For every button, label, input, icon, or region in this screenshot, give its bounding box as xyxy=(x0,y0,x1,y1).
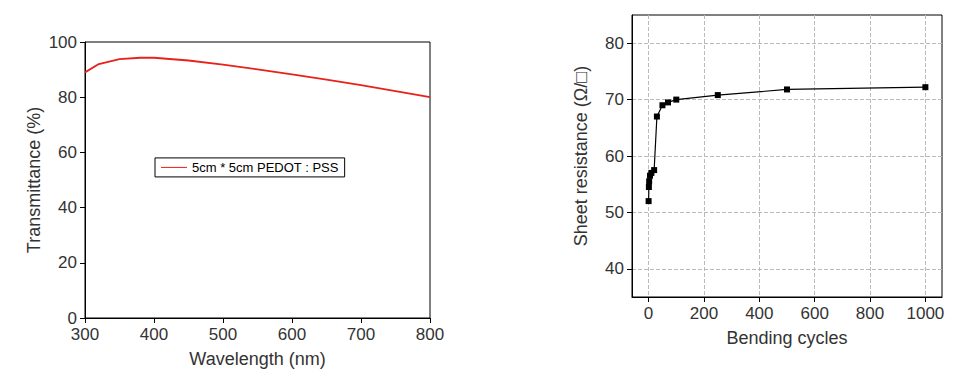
svg-text:0: 0 xyxy=(67,308,77,328)
svg-text:400: 400 xyxy=(140,325,168,344)
svg-text:Wavelength (nm): Wavelength (nm) xyxy=(189,349,325,369)
svg-text:60: 60 xyxy=(605,147,624,166)
svg-text:800: 800 xyxy=(856,304,884,323)
svg-text:40: 40 xyxy=(58,198,77,217)
svg-text:60: 60 xyxy=(58,143,77,162)
svg-text:400: 400 xyxy=(745,304,773,323)
svg-text:5cm * 5cm PEDOT : PSS: 5cm * 5cm PEDOT : PSS xyxy=(192,160,339,175)
svg-text:80: 80 xyxy=(605,34,624,53)
svg-text:600: 600 xyxy=(800,304,828,323)
svg-text:20: 20 xyxy=(58,253,77,272)
svg-text:50: 50 xyxy=(605,203,624,222)
svg-text:300: 300 xyxy=(71,325,99,344)
svg-text:40: 40 xyxy=(605,259,624,278)
svg-text:1000: 1000 xyxy=(906,304,944,323)
svg-text:70: 70 xyxy=(605,90,624,109)
svg-text:Bending cycles: Bending cycles xyxy=(726,328,847,348)
svg-text:600: 600 xyxy=(278,325,306,344)
svg-text:Sheet resistance (Ω/□): Sheet resistance (Ω/□) xyxy=(571,66,591,246)
svg-text:100: 100 xyxy=(49,33,77,52)
svg-text:700: 700 xyxy=(347,325,375,344)
svg-text:800: 800 xyxy=(416,325,444,344)
svg-text:200: 200 xyxy=(690,304,718,323)
svg-text:80: 80 xyxy=(58,88,77,107)
svg-text:500: 500 xyxy=(209,325,237,344)
svg-text:0: 0 xyxy=(644,304,653,323)
svg-text:Transmittance (%): Transmittance (%) xyxy=(24,107,44,253)
